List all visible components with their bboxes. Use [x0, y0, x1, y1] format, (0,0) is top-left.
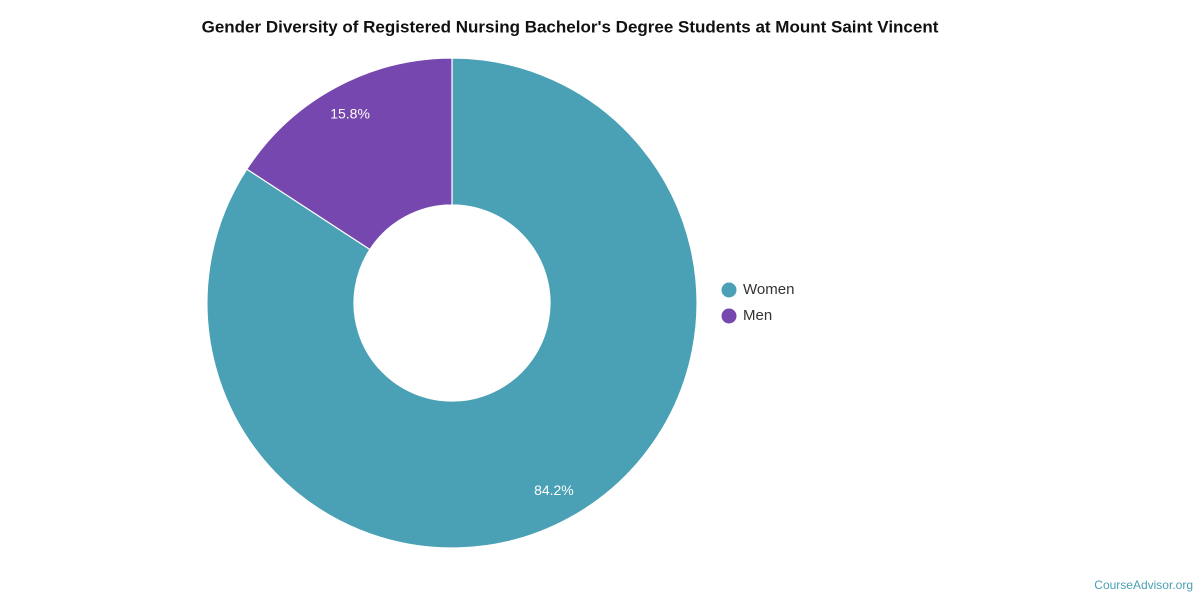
slice [245, 57, 453, 251]
slice [206, 57, 698, 549]
credit: CourseAdvisor.org [1094, 578, 1193, 592]
legend-label: Women [743, 281, 794, 298]
legend-label: Men [743, 307, 772, 324]
legend-marker [721, 308, 737, 324]
chart-title: Gender Diversity of Registered Nursing B… [202, 17, 939, 36]
value-label: 84.2% [534, 482, 574, 498]
value-label: 15.8% [330, 106, 370, 122]
legend-marker [721, 282, 737, 298]
